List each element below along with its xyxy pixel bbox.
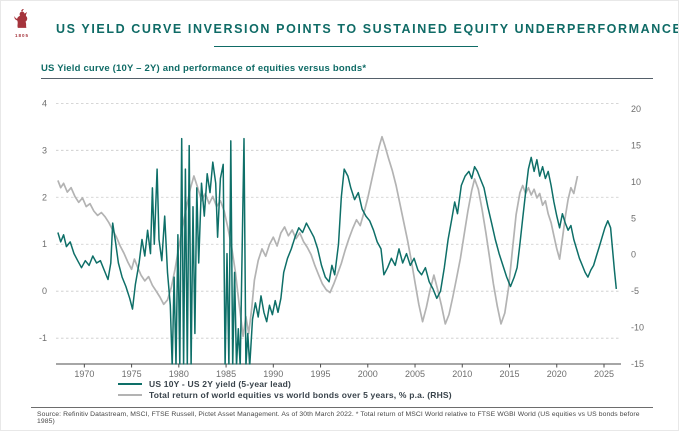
right-axis-tick-label: 5 bbox=[631, 213, 636, 223]
x-axis-tick-label: 1985 bbox=[216, 369, 236, 379]
right-axis-tick-label: 10 bbox=[631, 177, 641, 187]
right-axis-tick-label: 0 bbox=[631, 250, 636, 260]
left-axis-tick-label: -1 bbox=[39, 333, 47, 343]
source-note: Source: Refinitiv Datastream, MSCI, FTSE… bbox=[37, 411, 640, 425]
left-axis-tick-label: 3 bbox=[42, 145, 47, 155]
x-axis-tick-label: 1975 bbox=[122, 369, 142, 379]
legend-swatch-gray bbox=[118, 393, 142, 396]
legend-label-equities: Total return of world equities vs world … bbox=[149, 389, 452, 400]
right-axis-tick-label: -10 bbox=[631, 323, 644, 333]
x-axis-tick-label: 2025 bbox=[594, 369, 614, 379]
chart-subtitle: US Yield curve (10Y – 2Y) and performanc… bbox=[41, 63, 367, 74]
x-axis-tick-label: 1990 bbox=[263, 369, 283, 379]
right-axis-tick-label: -5 bbox=[631, 286, 639, 296]
chart-legend: US 10Y - US 2Y yield (5-year lead) Total… bbox=[118, 378, 452, 400]
right-axis-tick-label: -15 bbox=[631, 359, 644, 369]
pictet-lion-icon bbox=[14, 9, 28, 28]
series-line-equities-vs-bonds bbox=[57, 135, 579, 338]
x-axis-tick-label: 2010 bbox=[452, 369, 472, 379]
series-line-yield-curve bbox=[57, 137, 618, 365]
x-axis-tick-label: 1995 bbox=[311, 369, 331, 379]
logo-year: 1805 bbox=[14, 33, 29, 38]
x-axis-tick-label: 2000 bbox=[358, 369, 378, 379]
x-axis-tick-label: 2015 bbox=[499, 369, 519, 379]
left-axis-tick-label: 0 bbox=[42, 286, 47, 296]
title-underline bbox=[214, 46, 478, 47]
left-axis-tick-label: 4 bbox=[42, 98, 47, 108]
legend-swatch-teal bbox=[118, 382, 142, 385]
right-axis-tick-label: 20 bbox=[631, 104, 641, 114]
right-axis-tick-label: 15 bbox=[631, 140, 641, 150]
legend-label-yield: US 10Y - US 2Y yield (5-year lead) bbox=[149, 378, 292, 389]
x-axis-tick-label: 2005 bbox=[405, 369, 425, 379]
legend-item-equities: Total return of world equities vs world … bbox=[118, 389, 452, 400]
page-title: US YIELD CURVE INVERSION POINTS TO SUSTA… bbox=[56, 22, 679, 36]
legend-item-yield: US 10Y - US 2Y yield (5-year lead) bbox=[118, 378, 452, 389]
left-axis-tick-label: 1 bbox=[42, 239, 47, 249]
left-axis-tick-label: 2 bbox=[42, 192, 47, 202]
x-axis-tick-label: 1970 bbox=[74, 369, 94, 379]
subtitle-rule bbox=[41, 78, 653, 79]
footer-rule bbox=[31, 407, 653, 408]
x-axis-tick-label: 1980 bbox=[169, 369, 189, 379]
x-axis-tick-label: 2020 bbox=[547, 369, 567, 379]
pictet-logo: 1805 bbox=[9, 7, 35, 38]
